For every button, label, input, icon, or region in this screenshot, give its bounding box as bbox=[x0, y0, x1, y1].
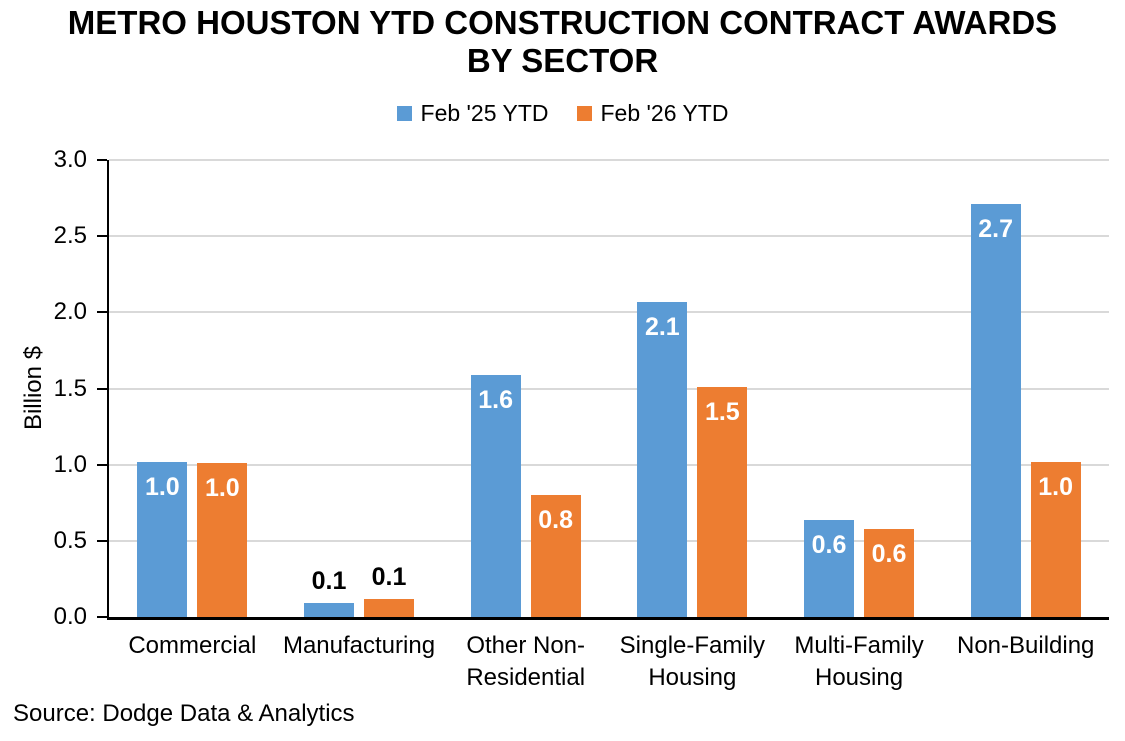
legend-label-feb26: Feb '26 YTD bbox=[600, 100, 729, 126]
gridline bbox=[109, 159, 1109, 161]
bar: 0.6 bbox=[863, 529, 914, 617]
y-tick-label: 1.0 bbox=[53, 450, 87, 478]
bar-group: 1.0 1.0 bbox=[109, 462, 276, 617]
chart-title: METRO HOUSTON YTD CONSTRUCTION CONTRACT … bbox=[0, 4, 1125, 80]
bar: 1.0 bbox=[137, 462, 188, 617]
gridline bbox=[109, 235, 1109, 238]
bar-group: 0.6 0.6 bbox=[776, 520, 943, 617]
legend-item-feb25: Feb '25 YTD bbox=[396, 100, 549, 127]
legend-label-feb25: Feb '25 YTD bbox=[420, 100, 549, 126]
category-label: Manufacturing bbox=[282, 632, 436, 659]
source-note: Source: Dodge Data & Analytics bbox=[13, 700, 355, 727]
bar: 0.8 bbox=[530, 495, 581, 617]
y-tick-label: 0.0 bbox=[53, 603, 87, 630]
legend-item-feb26: Feb '26 YTD bbox=[576, 100, 729, 127]
bar-value-label: 1.6 bbox=[478, 386, 514, 414]
y-tick-label: 2.5 bbox=[53, 222, 87, 250]
bar: 0.1 bbox=[363, 565, 414, 617]
y-tick-mark bbox=[97, 539, 107, 542]
bar: 1.5 bbox=[697, 387, 748, 617]
gridline bbox=[109, 463, 1109, 466]
bar-group: 2.7 1.0 bbox=[942, 204, 1109, 617]
bar: 2.1 bbox=[637, 302, 688, 617]
chart-title-line2: BY SECTOR bbox=[466, 42, 659, 79]
bar: 1.0 bbox=[1030, 462, 1081, 617]
bar: 0.6 bbox=[803, 520, 854, 617]
bar-value-label: 0.6 bbox=[811, 531, 847, 559]
gridline bbox=[109, 387, 1109, 390]
gridline bbox=[109, 311, 1109, 314]
y-tick-mark bbox=[97, 235, 107, 238]
bar-value-label: 0.1 bbox=[371, 563, 407, 591]
bar-value-label: 1.0 bbox=[1038, 473, 1074, 501]
bar-value-label: 1.0 bbox=[144, 473, 180, 501]
chart-title-line1: METRO HOUSTON YTD CONSTRUCTION CONTRACT … bbox=[67, 4, 1058, 41]
bar-group: 2.1 1.5 bbox=[609, 302, 776, 617]
bar-value-label: 1.5 bbox=[704, 398, 740, 426]
bar-value-label: 0.1 bbox=[311, 567, 347, 595]
y-tick-label: 1.5 bbox=[53, 374, 87, 402]
bar-group: 1.6 0.8 bbox=[442, 375, 609, 617]
gridline bbox=[109, 539, 1109, 542]
category-label: Other Non-Residential bbox=[466, 632, 586, 691]
bar: 2.7 bbox=[970, 204, 1021, 617]
bar-value-label: 0.8 bbox=[538, 506, 574, 534]
y-tick-mark bbox=[97, 311, 107, 314]
y-tick-mark bbox=[97, 159, 107, 161]
y-tick-mark bbox=[97, 616, 107, 618]
bar-group: 0.1 0.1 bbox=[276, 565, 443, 617]
x-axis-labels: Commercial Manufacturing Other Non-Residen… bbox=[109, 630, 1109, 694]
category-label: Non-Building bbox=[956, 632, 1095, 659]
y-tick-label: 2.0 bbox=[53, 298, 87, 326]
bar-value-label: 2.7 bbox=[978, 215, 1014, 243]
category-label: Single-Family Housing bbox=[619, 632, 766, 691]
y-tick-mark bbox=[97, 387, 107, 390]
legend-swatch-feb25 bbox=[396, 106, 412, 121]
legend-swatch-feb26 bbox=[576, 106, 592, 121]
y-tick-label: 0.5 bbox=[53, 526, 87, 554]
plot-area: Billion $ 0.0 0.5 1.0 1.5 2.0 2.5 3.0 1.0 1.0 0.1… bbox=[20, 146, 1109, 630]
legend: Feb '25 YTD Feb '26 YTD bbox=[0, 100, 1125, 127]
category-label: Commercial bbox=[128, 632, 257, 659]
bar: 1.6 bbox=[470, 375, 521, 617]
bar-value-label: 2.1 bbox=[644, 313, 680, 341]
y-tick-label: 3.0 bbox=[53, 146, 87, 173]
y-tick-mark bbox=[97, 463, 107, 466]
category-label: Multi-Family Housing bbox=[794, 632, 924, 691]
bar: 0.1 bbox=[303, 569, 354, 617]
bar-value-label: 1.0 bbox=[204, 474, 240, 502]
bar: 1.0 bbox=[197, 463, 248, 617]
bar-value-label: 0.6 bbox=[871, 540, 907, 568]
